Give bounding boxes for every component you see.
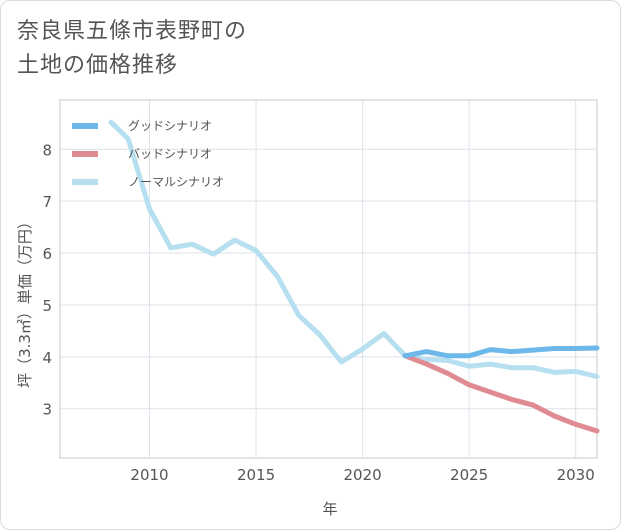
- chart-title: 奈良県五條市表野町の 土地の価格推移: [17, 15, 247, 83]
- x-tick-label: 2020: [344, 466, 382, 484]
- x-tick-label: 2030: [557, 466, 595, 484]
- legend-label: グッドシナリオ: [128, 119, 212, 133]
- grid: [60, 100, 597, 458]
- title-line-2: 土地の価格推移: [17, 53, 179, 78]
- y-tick-label: 6: [42, 245, 52, 263]
- y-tick-label: 8: [42, 141, 52, 159]
- x-axis-label: 年: [322, 500, 337, 518]
- series-line-0: [402, 345, 600, 359]
- y-tick-label: 4: [42, 349, 52, 367]
- series-line-2: [108, 119, 600, 379]
- x-tick-label: 2025: [450, 466, 488, 484]
- y-tick-label: 3: [42, 401, 52, 419]
- tick-labels: 2010 2015 2020 2025 2030 3 4 5 6 7 8: [42, 141, 594, 484]
- title-line-1: 奈良県五條市表野町の: [17, 19, 248, 44]
- series-line-1: [402, 353, 600, 434]
- x-tick-label: 2010: [130, 466, 168, 484]
- y-tick-label: 5: [42, 297, 52, 315]
- legend-label: バッドシナリオ: [128, 147, 212, 161]
- y-axis-label: 坪（3.3㎡）単価（万円）: [16, 214, 34, 388]
- legend-label: ノーマルシナリオ: [128, 175, 224, 189]
- plot-frame: [59, 99, 598, 459]
- series-lines: [108, 119, 600, 434]
- x-tick-label: 2015: [237, 466, 275, 484]
- y-tick-label: 7: [42, 193, 52, 211]
